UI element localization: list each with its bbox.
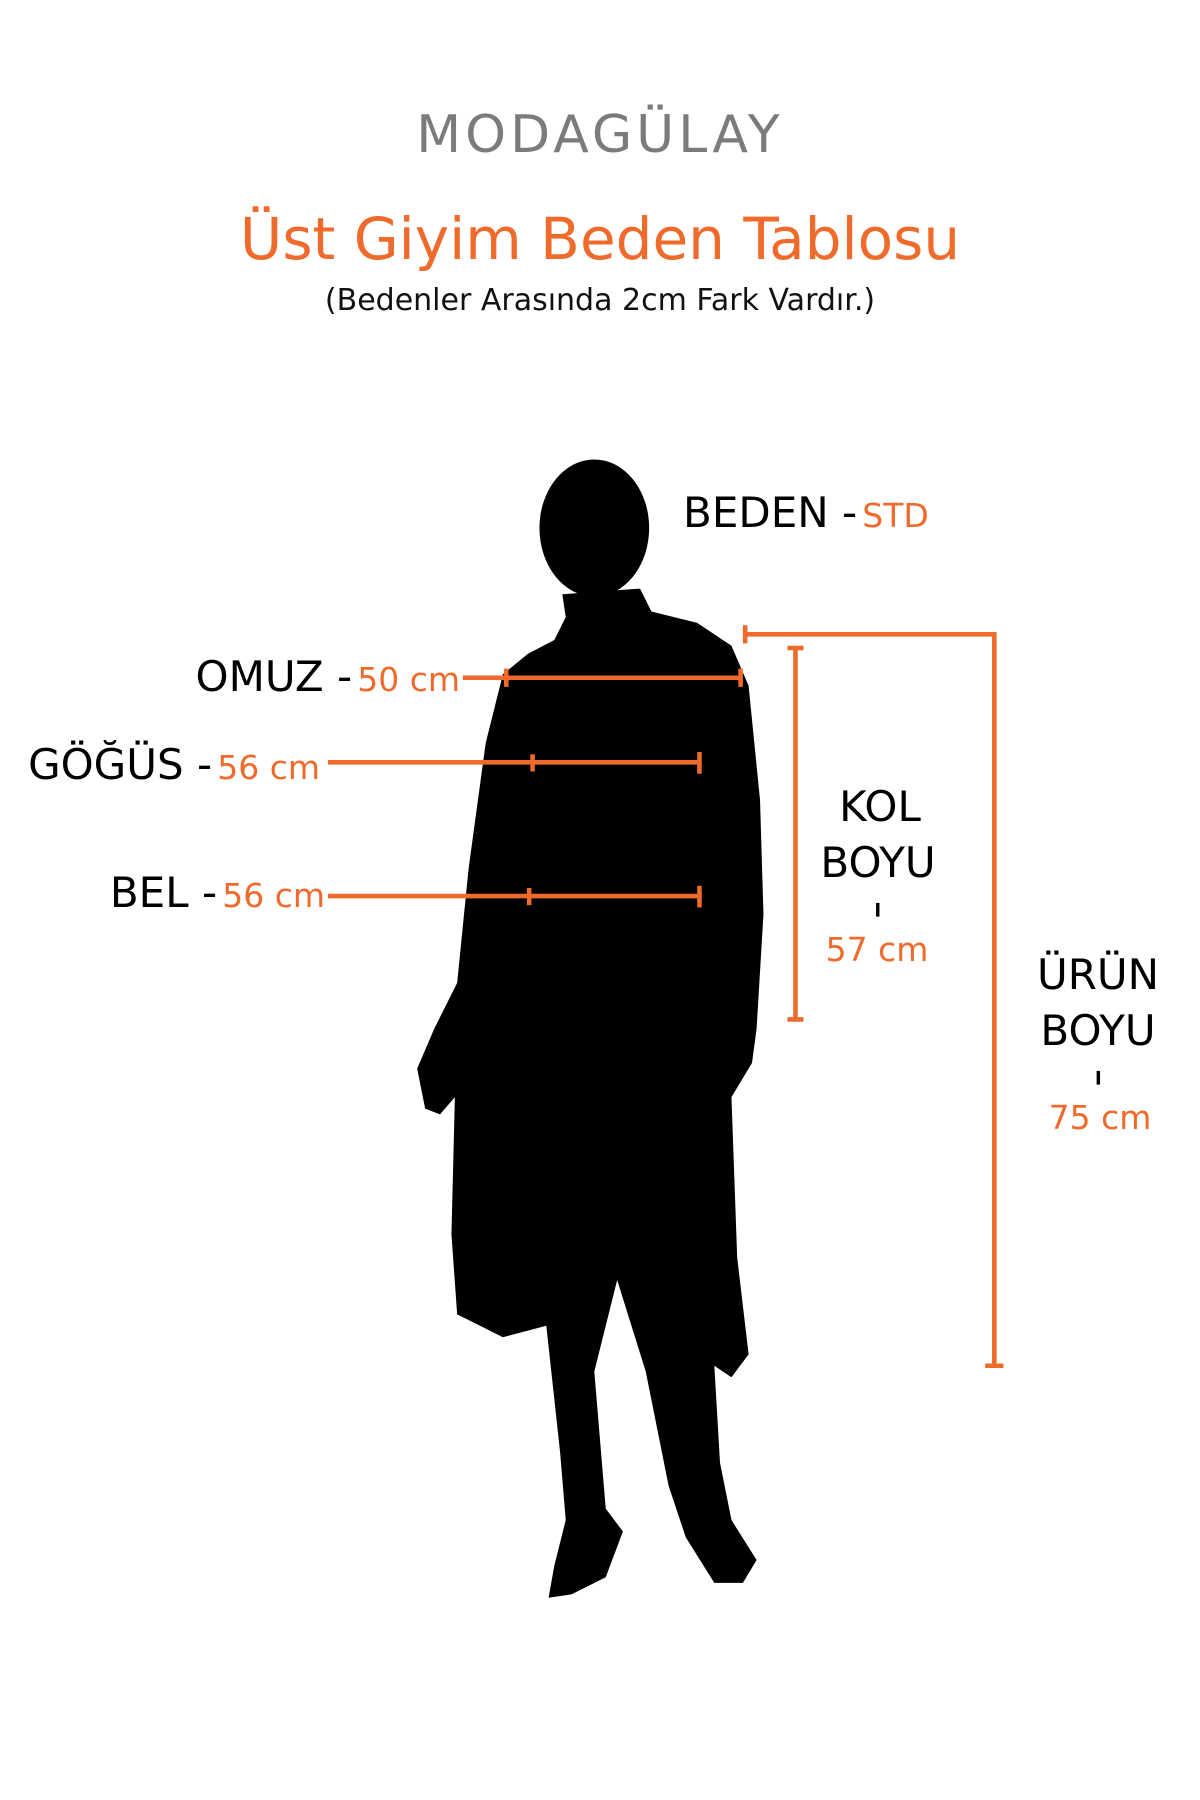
page-subtitle: (Bedenler Arasında 2cm Fark Vardır.) [324,283,876,318]
person-silhouette-icon [417,459,764,1598]
kol-label-2: BOYU [820,838,936,887]
gogus-label: GÖĞÜS - [28,740,213,789]
size-label: BEDEN - [683,488,858,537]
urun-boyu-line [745,632,997,1366]
bel-row: BEL - 56 cm [110,868,325,917]
kol-label-1: KOL [839,782,921,831]
urun-label-1: ÜRÜN [1036,950,1160,999]
omuz-row: OMUZ - 50 cm [196,652,460,701]
bel-value: 56 cm [222,876,325,915]
urun-label-2: BOYU [1040,1006,1156,1055]
size-row: BEDEN - STD [683,488,929,537]
brand-logo: MODAGÜLAY [416,105,784,165]
kol-value: 57 cm [825,930,929,969]
omuz-value: 50 cm [357,660,460,699]
gogus-row: GÖĞÜS - 56 cm [28,740,320,789]
gogus-value: 56 cm [217,748,320,787]
urun-value: 75 cm [1048,1098,1152,1137]
bel-label: BEL - [109,868,218,917]
size-value: STD [862,496,929,535]
page-title: Üst Giyim Beden Tablosu [239,205,961,273]
omuz-label: OMUZ - [195,652,353,701]
